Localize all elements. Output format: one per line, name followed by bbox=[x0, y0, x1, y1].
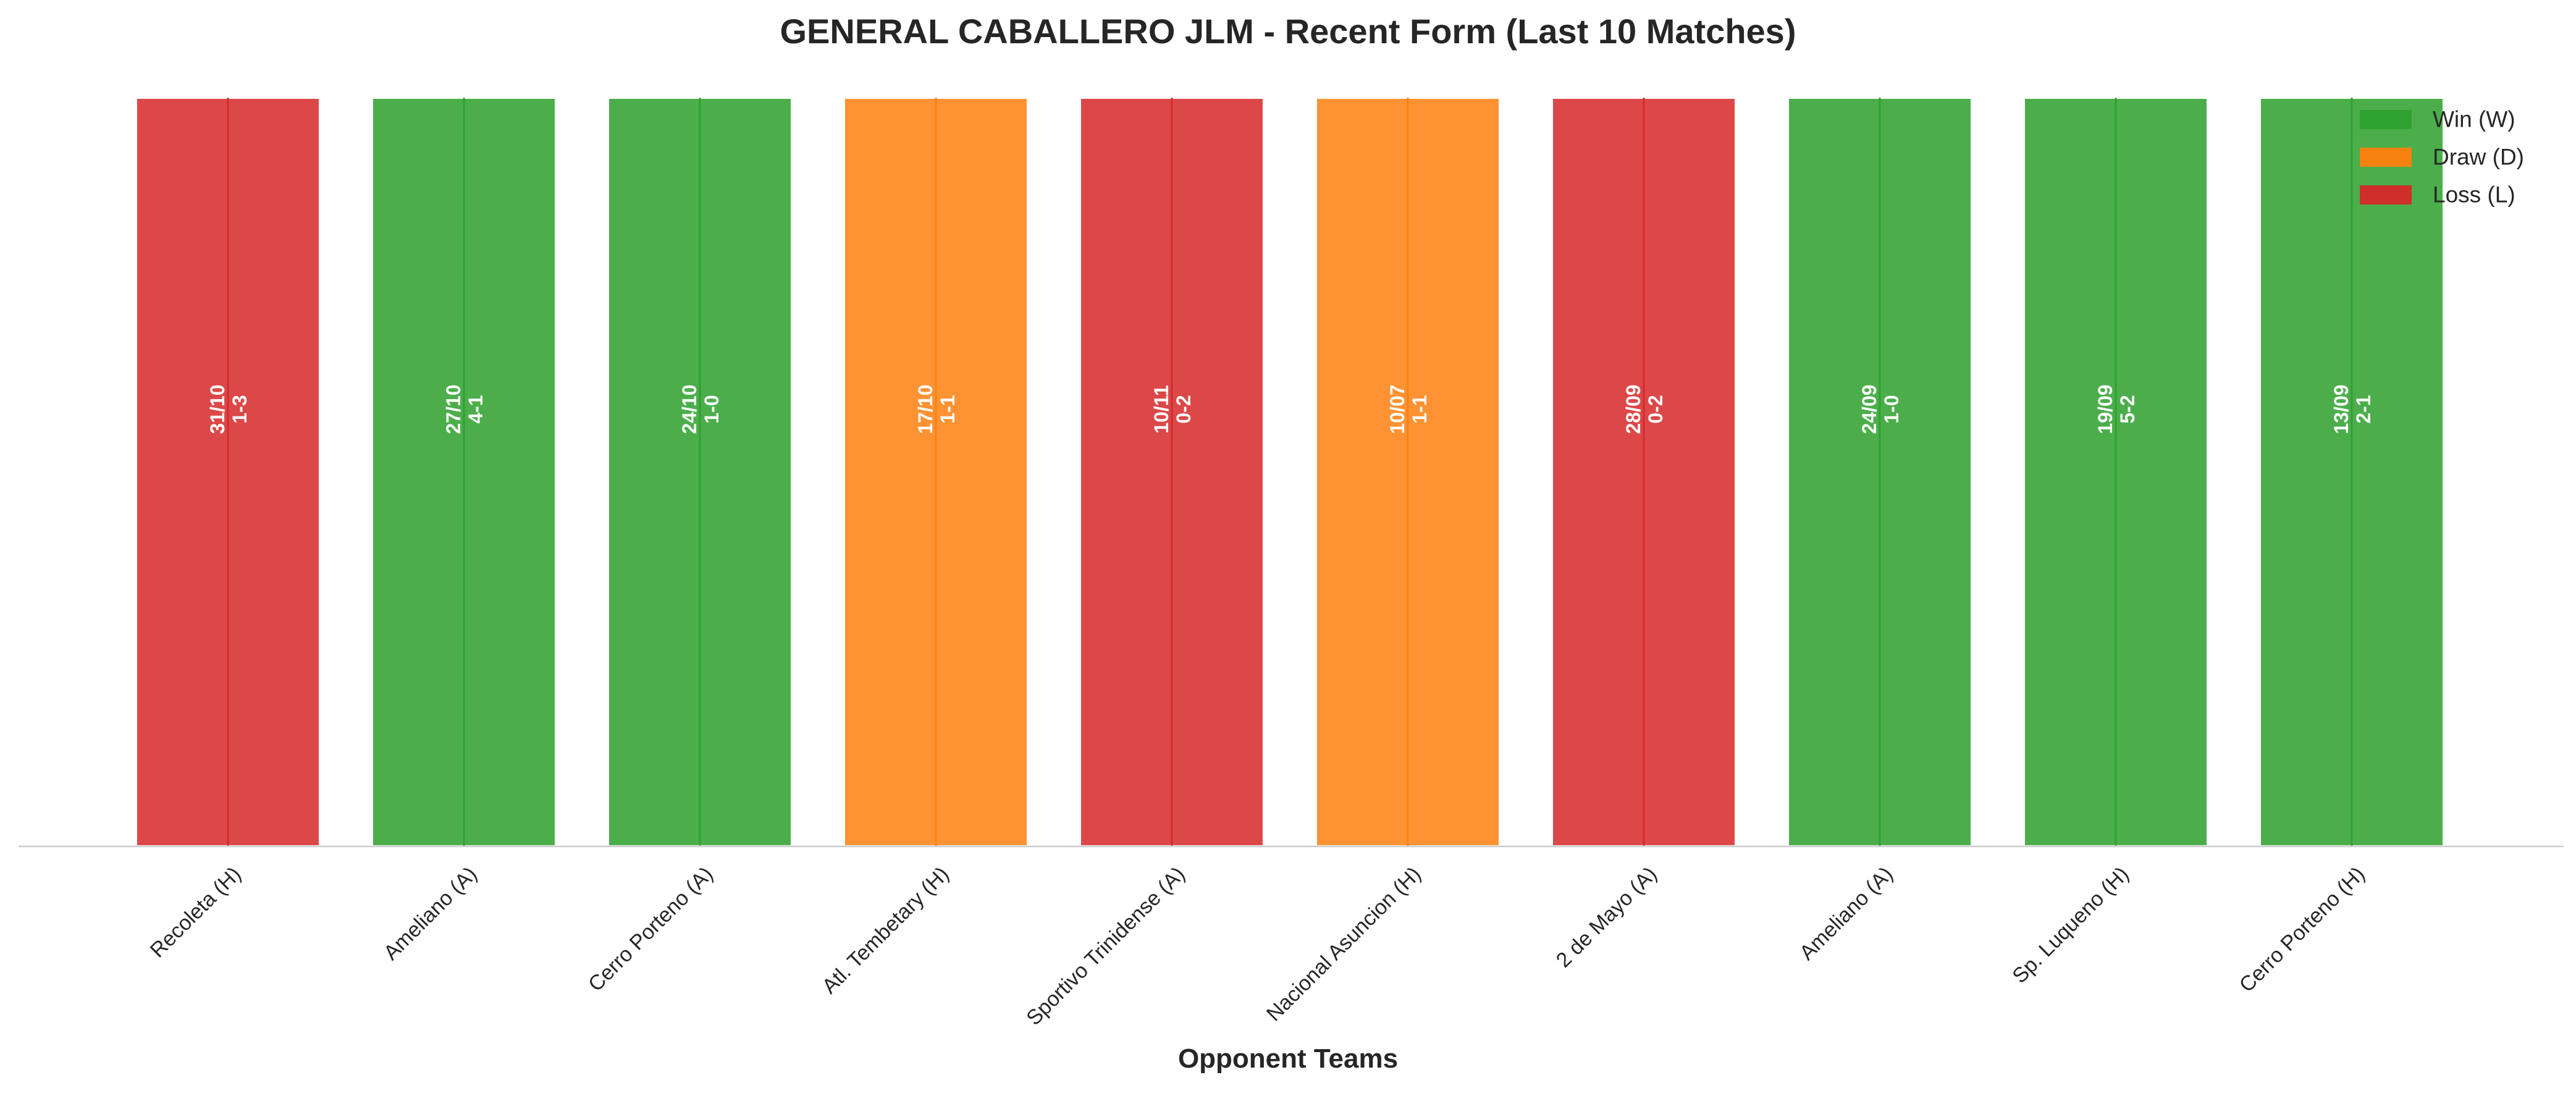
chart-title: GENERAL CABALLERO JLM - Recent Form (Las… bbox=[780, 12, 1796, 51]
bar-value-label: 24/101-0 bbox=[678, 384, 723, 434]
match-bar-group: 27/104-1 bbox=[371, 96, 557, 848]
x-tick-label: Sp. Luqueno (H) bbox=[2008, 862, 2133, 988]
match-score: 0-2 bbox=[1172, 395, 1195, 423]
match-date: 28/09 bbox=[1622, 384, 1644, 434]
x-axis-label: Opponent Teams bbox=[1178, 1043, 1398, 1074]
bar-value-label: 24/091-0 bbox=[1858, 384, 1903, 434]
match-date: 27/10 bbox=[442, 384, 465, 434]
x-tick-label: Cerro Porteno (A) bbox=[584, 862, 718, 997]
match-score: 1-1 bbox=[1408, 395, 1431, 423]
match-date: 24/09 bbox=[1858, 384, 1880, 434]
match-score: 1-0 bbox=[701, 395, 723, 423]
bar-value-label: 10/110-2 bbox=[1150, 385, 1195, 433]
match-score: 5-2 bbox=[2116, 395, 2139, 423]
legend-swatch bbox=[2360, 110, 2412, 129]
bar-value-label: 17/101-1 bbox=[914, 384, 959, 434]
match-date: 10/11 bbox=[1150, 385, 1172, 433]
x-tick-label: Ameliano (A) bbox=[1795, 862, 1898, 965]
match-bar-group: 31/101-3 bbox=[135, 96, 321, 848]
legend-entry: Loss (L) bbox=[2360, 182, 2515, 208]
legend-entry: Win (W) bbox=[2360, 107, 2515, 132]
match-score: 1-1 bbox=[937, 395, 959, 423]
match-score: 1-0 bbox=[1880, 395, 1903, 423]
match-bar-group: 13/092-1 bbox=[2258, 96, 2445, 848]
bar-value-label: 31/101-3 bbox=[206, 384, 251, 434]
match-date: 31/10 bbox=[206, 384, 229, 434]
match-date: 24/10 bbox=[678, 384, 701, 434]
bar-value-label: 27/104-1 bbox=[442, 384, 487, 434]
bar-value-label: 28/090-2 bbox=[1622, 384, 1667, 434]
legend-label: Draw (D) bbox=[2433, 145, 2524, 170]
match-date: 10/07 bbox=[1386, 384, 1408, 434]
bar-value-label: 13/092-1 bbox=[2330, 384, 2375, 434]
match-date: 19/09 bbox=[2094, 384, 2116, 434]
match-score: 2-1 bbox=[2352, 395, 2375, 423]
match-score: 1-3 bbox=[229, 395, 251, 423]
match-bar-group: 28/090-2 bbox=[1551, 96, 1737, 848]
x-tick-label: Cerro Porteno (H) bbox=[2235, 862, 2370, 997]
match-bar-group: 24/091-0 bbox=[1787, 96, 1973, 848]
x-tick-label: Recoleta (H) bbox=[146, 862, 246, 963]
match-score: 0-2 bbox=[1644, 395, 1667, 423]
match-bar-group: 24/101-0 bbox=[607, 96, 793, 848]
x-tick-label: Atl. Tembetary (H) bbox=[817, 862, 953, 998]
x-tick-label: Ameliano (A) bbox=[379, 862, 482, 965]
match-score: 4-1 bbox=[465, 395, 487, 423]
x-tick-labels: Recoleta (H) Ameliano (A) Cerro Porteno (A… bbox=[146, 862, 2370, 1030]
match-date: 13/09 bbox=[2330, 384, 2352, 434]
legend-entry: Draw (D) bbox=[2360, 145, 2524, 170]
bar-value-label: 19/095-2 bbox=[2094, 384, 2139, 434]
match-bar-group: 10/110-2 bbox=[1079, 96, 1265, 848]
match-bar-group: 19/095-2 bbox=[2022, 96, 2209, 848]
legend-swatch bbox=[2360, 185, 2412, 204]
bars-layer: 31/101-3 27/104-1 24/101-0 17/101-1 10/110-2… bbox=[135, 96, 2445, 848]
legend: Win (W) Draw (D) Loss (L) bbox=[2360, 107, 2524, 208]
legend-swatch bbox=[2360, 148, 2412, 167]
bar-value-label: 10/071-1 bbox=[1386, 384, 1431, 434]
x-tick-label: Sportivo Trinidense (A) bbox=[1022, 862, 1189, 1030]
x-tick-label: 2 de Mayo (A) bbox=[1552, 862, 1662, 972]
match-bar-group: 10/071-1 bbox=[1315, 96, 1501, 848]
legend-label: Win (W) bbox=[2433, 107, 2515, 132]
match-bar-group: 17/101-1 bbox=[843, 96, 1029, 848]
legend-label: Loss (L) bbox=[2433, 182, 2515, 208]
x-tick-label: Nacional Asuncion (H) bbox=[1262, 862, 1426, 1026]
match-date: 17/10 bbox=[914, 384, 937, 434]
